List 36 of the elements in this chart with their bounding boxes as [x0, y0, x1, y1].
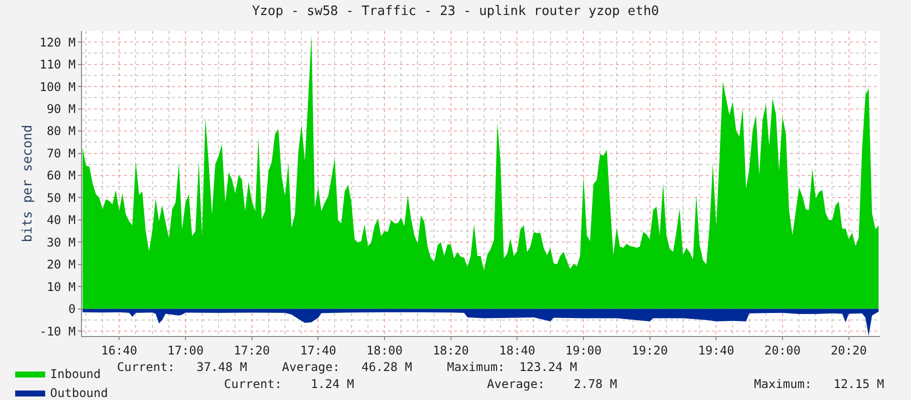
y-tick-label: 30 M [46, 235, 76, 250]
y-tick-label: 110 M [39, 58, 76, 72]
x-tick-label: 20:20 [830, 343, 867, 358]
y-tick-label: 120 M [39, 35, 76, 50]
y-tick-label: 70 M [46, 146, 76, 160]
y-tick-label: 40 M [46, 213, 76, 228]
y-tick-label: -10 M [39, 324, 76, 338]
text: Current: 37.48 M [117, 360, 248, 374]
x-tick-label: 18:00 [366, 343, 403, 358]
text: Current: 1.24 M [224, 377, 354, 391]
legend-label: Outbound [50, 386, 108, 400]
x-tick-label: 19:40 [698, 343, 734, 358]
text: Maximum: 123.24 M [447, 360, 578, 374]
y-tick-label: 20 M [46, 258, 76, 272]
y-axis-title: bits per second [20, 124, 36, 242]
y-tick-label: 60 M [46, 168, 76, 183]
y-tick-label: 90 M [46, 102, 76, 116]
x-tick-label: 19:20 [632, 343, 668, 358]
text: Maximum: 12.15 M [754, 377, 884, 391]
y-tick-label: 0 [68, 302, 76, 316]
text: Average: 2.78 M [487, 377, 618, 391]
legend-label: Inbound [50, 367, 101, 382]
x-tick-label: 18:40 [499, 343, 536, 358]
x-tick-label: 17:20 [234, 343, 270, 358]
y-tick-label: 80 M [46, 124, 76, 138]
y-tick-label: 50 M [46, 190, 76, 205]
x-tick-label: 19:00 [565, 343, 602, 358]
x-tick-label: 17:40 [300, 343, 336, 358]
text: Average: 46.28 M [282, 360, 412, 374]
chart-title: Yzop - sw58 - Traffic - 23 - uplink router yzop eth0 [252, 4, 659, 20]
y-tick-label: 10 M [46, 280, 76, 294]
x-tick-label: 17:00 [167, 343, 204, 358]
x-tick-label: 16:40 [101, 343, 138, 358]
y-tick-label: 100 M [39, 80, 76, 94]
x-tick-label: 18:20 [432, 343, 469, 358]
x-tick-label: 20:00 [764, 343, 801, 358]
